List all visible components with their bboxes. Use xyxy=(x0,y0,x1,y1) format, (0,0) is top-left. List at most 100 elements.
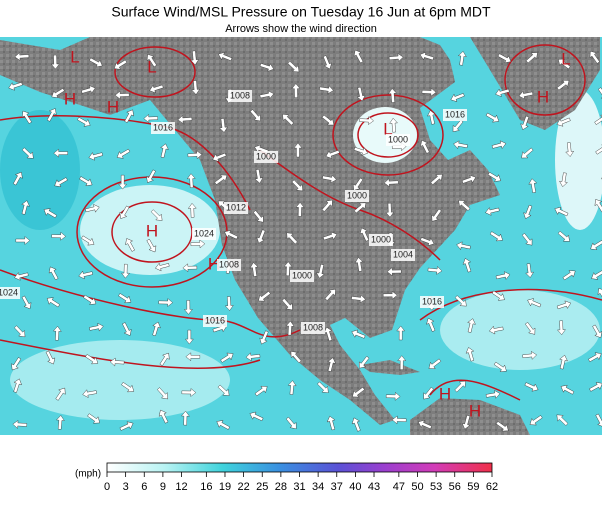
wind-arrow xyxy=(353,147,369,156)
wind-arrow xyxy=(259,330,269,345)
wind-arrow xyxy=(528,178,538,193)
wind-arrow xyxy=(190,239,206,249)
wind-arrow xyxy=(253,210,264,223)
wind-arrow xyxy=(431,208,442,222)
wind-arrow xyxy=(190,50,200,66)
wind-arrow xyxy=(589,50,600,64)
wind-arrow xyxy=(45,350,56,365)
label-box xyxy=(151,122,175,134)
wind-arrow xyxy=(187,150,203,160)
wind-arrow xyxy=(456,241,471,251)
wind-arrow xyxy=(50,54,60,70)
pressure-labels: LLH HLHHLHHH10081016100010001024101610121… xyxy=(0,47,571,420)
wind-arrow xyxy=(152,321,161,337)
wind-arrow xyxy=(121,263,130,279)
wind-arrow xyxy=(453,140,468,150)
wind-arrow xyxy=(245,352,261,362)
wind-arrow xyxy=(88,152,103,161)
isobar-label: 1024 xyxy=(194,228,214,238)
wind-arrow xyxy=(181,388,197,397)
wind-arrow xyxy=(322,55,333,70)
wind-arrow xyxy=(450,93,465,103)
wind-arrow xyxy=(518,90,534,100)
label-box xyxy=(391,249,415,261)
pressure-center: L xyxy=(561,49,570,68)
tick-label: 19 xyxy=(219,481,231,493)
wind-arrow xyxy=(254,385,268,397)
wind-arrow xyxy=(109,357,125,367)
calm-area xyxy=(80,185,220,275)
wind-arrow xyxy=(85,354,99,365)
wind-arrow xyxy=(157,387,168,400)
wind-arrow xyxy=(389,117,398,133)
pressure-center: L xyxy=(383,119,392,138)
label-box xyxy=(0,287,20,299)
wind-arrow xyxy=(119,421,134,431)
wind-arrow xyxy=(78,270,93,280)
tick-label: 31 xyxy=(293,481,305,493)
wind-arrow xyxy=(52,325,62,341)
wind-arrow xyxy=(185,352,201,362)
wind-arrow xyxy=(13,171,23,186)
wind-arrow xyxy=(325,149,340,159)
wind-arrow xyxy=(259,63,275,72)
wind-arrow xyxy=(285,320,295,336)
wind-arrow xyxy=(495,421,509,432)
wind-arrow xyxy=(158,298,174,307)
wind-arrow xyxy=(521,147,534,159)
wind-arrow xyxy=(467,318,476,333)
wind-arrow xyxy=(383,178,399,188)
wind-arrow xyxy=(220,352,234,363)
wind-arrow xyxy=(559,172,568,188)
wind-arrow xyxy=(249,411,264,422)
wind-arrow xyxy=(522,351,537,360)
wind-arrow xyxy=(216,420,231,430)
wind-arrow xyxy=(391,415,407,425)
label-box xyxy=(192,228,216,240)
wind-arrow xyxy=(397,355,407,370)
wind-arrow xyxy=(326,415,336,431)
wind-arrow xyxy=(46,297,60,308)
wind-arrow xyxy=(560,384,575,395)
wind-arrow xyxy=(461,174,477,184)
label-box xyxy=(345,190,369,202)
wind-arrow xyxy=(183,300,193,315)
label-box xyxy=(217,259,241,271)
isobar-label: 1016 xyxy=(205,315,225,325)
tick-label: 16 xyxy=(200,481,212,493)
wind-arrow xyxy=(327,357,336,372)
isobar-label: 1004 xyxy=(393,249,413,259)
wind-arrow xyxy=(116,148,131,159)
wind-arrow xyxy=(295,202,305,217)
wind-arrow xyxy=(85,204,100,213)
wind-arrow xyxy=(420,139,430,154)
map: LLH HLHHLHHH10081016100010001024101610121… xyxy=(0,37,602,435)
wind-arrow xyxy=(113,59,128,70)
wind-arrow xyxy=(562,270,576,281)
wind-arrow xyxy=(457,50,467,66)
wind-arrow xyxy=(426,317,436,332)
wind-arrow xyxy=(529,415,543,426)
tick-label: 43 xyxy=(368,481,380,493)
wind-arrow xyxy=(322,231,338,241)
wind-arrow xyxy=(427,110,436,125)
label-box xyxy=(224,202,248,214)
wind-arrow xyxy=(461,415,471,430)
wind-arrow xyxy=(149,84,164,94)
wind-arrow xyxy=(388,88,397,103)
wind-arrow xyxy=(597,87,602,101)
wind-arrow xyxy=(356,86,366,102)
wind-arrow xyxy=(352,387,365,398)
wind-arrow xyxy=(224,230,239,240)
wind-arrow xyxy=(521,233,533,246)
wind-arrow xyxy=(281,298,293,311)
wind-arrow xyxy=(155,262,170,272)
isobar-label: 1016 xyxy=(445,109,465,119)
wind-arrow xyxy=(121,382,135,393)
wind-arrow xyxy=(15,236,31,245)
wind-arrow xyxy=(287,60,300,73)
wind-arrow xyxy=(291,83,301,98)
tick-label: 9 xyxy=(160,481,166,493)
